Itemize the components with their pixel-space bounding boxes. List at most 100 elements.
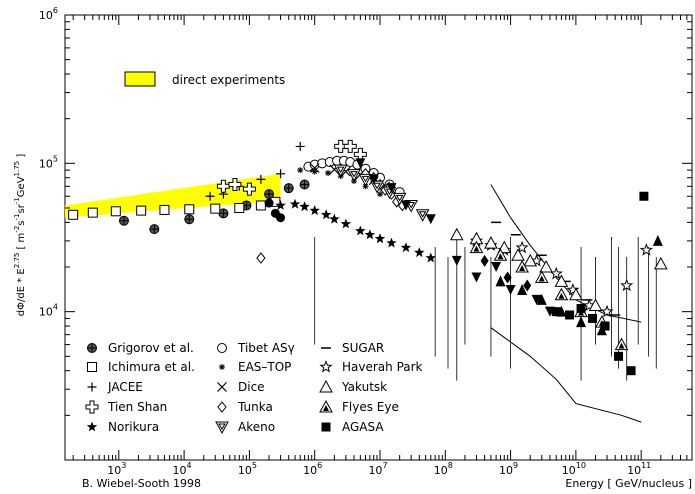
data-point-s18-2	[517, 283, 528, 295]
legend-label-12: Haverah Park	[342, 360, 423, 374]
data-point-s14-1	[469, 240, 484, 254]
data-point-s7-1	[297, 167, 304, 174]
data-point-s10-1	[333, 164, 348, 178]
y-axis-label-group: dΦ/dE * E2.75 [ m-2s-1sr-1GeV1.75 ]	[13, 154, 27, 317]
data-point-s18-4	[556, 305, 567, 317]
data-point-s2-7	[210, 203, 221, 214]
legend-marker-6	[217, 343, 227, 353]
data-point-s5-3	[299, 201, 310, 212]
data-point-s5-11	[386, 237, 397, 248]
data-point-s13-5	[511, 248, 525, 261]
data-point-s17-10	[531, 294, 542, 305]
data-point-s10-2	[347, 169, 361, 182]
legend-marker-1	[87, 343, 97, 353]
legend-marker-15	[321, 422, 331, 432]
data-point-s14-8	[614, 337, 629, 351]
y-axis-label-gev-exp: 1.75	[13, 161, 21, 177]
data-point-s15-2	[565, 310, 575, 320]
data-point-s12-9	[600, 304, 614, 318]
data-point-s14-4	[534, 270, 549, 283]
legend-label-14: Flyes Eye	[342, 400, 399, 414]
data-point-s15-4	[588, 313, 598, 323]
y-axis-label-sr: sr	[16, 203, 27, 213]
data-point-s16-1	[264, 198, 274, 208]
data-point-s3-1	[205, 191, 215, 201]
svg-text:dΦ/dE * E2.75 [ m-2s-1sr-1GeV1: dΦ/dE * E2.75 [ m-2s-1sr-1GeV1.75 ]	[13, 154, 27, 317]
x-tick-label-7: 109	[499, 461, 518, 477]
data-point-s3-4	[256, 174, 266, 184]
y-axis-label-exp: 2.75	[13, 253, 21, 269]
data-points-group	[68, 139, 668, 376]
plot-frame	[64, 14, 693, 461]
legend-label-6: Tibet ASγ	[237, 341, 295, 355]
data-point-s1-1	[118, 215, 129, 226]
legend-marker-14	[319, 399, 333, 413]
data-point-s5-5	[321, 209, 332, 220]
data-point-s1-8	[299, 179, 310, 190]
legend-label-11: SUGAR	[342, 341, 384, 355]
data-point-s2-9	[255, 200, 266, 211]
data-point-s5-10	[374, 233, 386, 244]
data-point-s17-11	[544, 306, 555, 317]
data-point-s1-7	[283, 183, 294, 194]
data-point-s18-3	[536, 293, 547, 305]
y-axis-label-gev: GeV	[16, 176, 27, 197]
y-axis-label-m-exp: -2	[13, 226, 21, 233]
data-point-s3-6	[295, 141, 305, 151]
legend-label-5: Norikura	[108, 420, 159, 434]
data-point-s1-3	[184, 214, 195, 225]
data-point-s2-6	[184, 204, 195, 215]
data-point-s17-6	[451, 255, 462, 266]
legend-label-1: Grigorov et al.	[108, 341, 194, 355]
legend-marker-8	[217, 382, 227, 392]
legend-marker-10	[215, 421, 229, 435]
data-point-s13-9	[569, 287, 583, 301]
data-point-s18-6	[596, 324, 607, 336]
data-point-s2-1	[68, 209, 79, 220]
data-point-s4-1	[216, 179, 230, 193]
data-point-s17-4	[400, 200, 411, 211]
x-tick-label-5: 107	[368, 461, 387, 477]
y-axis-label-units-open: [ m	[16, 233, 27, 253]
x-tick-label-2: 104	[173, 461, 192, 477]
data-point-s10-8	[415, 209, 430, 222]
data-point-s17-5	[425, 214, 436, 225]
legend-marker-13	[319, 379, 333, 393]
data-point-s5-14	[425, 252, 436, 263]
direct-experiments-legend-swatch	[124, 71, 156, 87]
data-point-s5-13	[414, 247, 425, 258]
x-axis-label: Energy [ GeV/nucleus ]	[565, 477, 692, 490]
direct-experiments-legend-label: direct experiments	[172, 73, 285, 87]
legend-marker-7	[219, 364, 225, 370]
data-point-s2-3	[110, 206, 121, 217]
data-point-s13-7	[539, 259, 553, 273]
data-point-s19-1	[480, 254, 489, 267]
data-point-s17-2	[368, 174, 379, 185]
x-tick-label-1: 103	[107, 461, 126, 477]
data-point-s5-6	[329, 213, 340, 224]
credit-text: B. Wiebel-Sooth 1998	[82, 477, 201, 490]
data-point-s7-2	[311, 168, 318, 175]
data-point-s17-1	[355, 158, 366, 169]
data-point-s2-8	[234, 202, 245, 213]
model-line-2	[490, 327, 642, 423]
legend-label-3: JACEE	[107, 380, 143, 394]
x-tick-label-4: 106	[303, 461, 322, 477]
data-point-s15-1	[551, 307, 561, 317]
y-axis-label-close: ]	[16, 154, 27, 161]
data-point-s10-6	[392, 192, 407, 206]
data-point-s12-4	[515, 240, 529, 254]
data-point-s7-3	[325, 170, 332, 177]
y-tick-label-1: 104	[39, 303, 58, 319]
data-point-s19-2	[503, 271, 512, 284]
legend-label-2: Ichimura et al.	[108, 360, 195, 374]
data-point-s7-7	[376, 191, 383, 198]
data-point-s5-8	[355, 225, 366, 236]
x-tick-label-3: 105	[238, 461, 257, 477]
data-point-s15-6	[614, 351, 624, 361]
data-point-s18-7	[652, 234, 663, 246]
legend: Grigorov et al. Ichimura et al. JACEE Tien …	[85, 341, 423, 435]
legend-label-15: AGASA	[342, 420, 384, 434]
x-tick-label-8: 1010	[562, 461, 586, 477]
legend-label-4: Tien Shan	[107, 400, 167, 414]
